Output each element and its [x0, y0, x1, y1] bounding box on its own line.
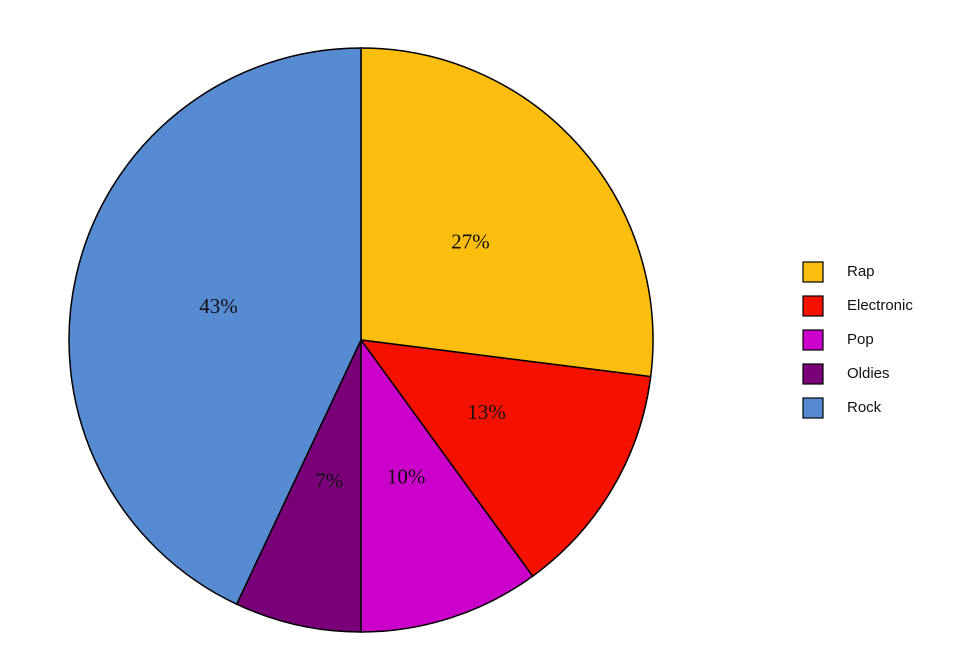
pie-slice: [359, 339, 652, 578]
legend-label: Rap: [847, 263, 875, 280]
pie-slice: [68, 47, 362, 606]
pie-slice: [360, 47, 654, 378]
legend-swatch: [802, 261, 824, 283]
legend-swatch: [802, 363, 824, 385]
pie-slice: [360, 337, 534, 633]
slice-label: 43%: [199, 294, 238, 318]
slice-label: 27%: [451, 229, 490, 253]
slice-label: 13%: [467, 400, 506, 424]
legend-label: Pop: [847, 331, 874, 348]
legend-swatch: [802, 295, 824, 317]
slice-label: 10%: [387, 465, 426, 489]
pie-slice: [235, 339, 362, 633]
legend-label: Electronic: [847, 297, 913, 314]
slice-label: 7%: [315, 468, 343, 492]
legend-swatch: [802, 397, 824, 419]
legend-swatch: [802, 329, 824, 351]
legend-label: Rock: [847, 399, 882, 416]
legend-label: Oldies: [847, 365, 890, 382]
